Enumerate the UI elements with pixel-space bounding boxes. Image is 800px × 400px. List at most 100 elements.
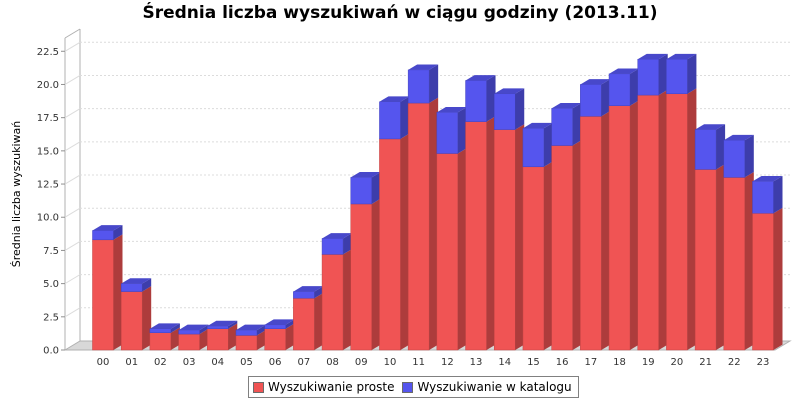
bar-katalog-22 bbox=[723, 139, 746, 178]
bar-katalog-21 bbox=[694, 129, 717, 170]
bar-katalog-12 bbox=[436, 112, 459, 154]
y-tick-label: 20.0 bbox=[37, 80, 59, 91]
bar-side-katalog-12 bbox=[457, 106, 467, 154]
bar-side-proste-19 bbox=[658, 89, 668, 350]
bar-side-proste-23 bbox=[773, 207, 783, 350]
bar-side-proste-14 bbox=[515, 124, 525, 350]
bar-top-16 bbox=[551, 102, 582, 109]
bar-proste-15 bbox=[522, 166, 545, 351]
x-tick-label-12: 12 bbox=[441, 357, 454, 368]
bar-top-15 bbox=[522, 122, 553, 129]
gridline-diagonal bbox=[64, 141, 81, 152]
bar-side-proste-02 bbox=[170, 327, 180, 350]
bar-top-09 bbox=[350, 172, 381, 178]
bar-top-20 bbox=[666, 53, 697, 60]
x-tick-label-05: 05 bbox=[240, 357, 253, 368]
bar-katalog-13 bbox=[465, 80, 487, 122]
bar-side-katalog-08 bbox=[343, 233, 353, 255]
bar-proste-16 bbox=[551, 145, 573, 351]
gridline-diagonal bbox=[64, 174, 81, 185]
bar-top-14 bbox=[494, 88, 525, 94]
bar-side-proste-00 bbox=[113, 234, 123, 350]
x-tick-label-08: 08 bbox=[326, 357, 339, 368]
bar-side-katalog-13 bbox=[486, 75, 496, 122]
bar-proste-10 bbox=[379, 138, 401, 351]
bar-side-proste-06 bbox=[285, 323, 295, 350]
bar-top-02 bbox=[149, 323, 180, 329]
bar-katalog-15 bbox=[522, 128, 545, 168]
y-tick-label: 15.0 bbox=[37, 146, 59, 157]
bar-katalog-05 bbox=[235, 329, 258, 336]
bar-katalog-04 bbox=[207, 325, 229, 330]
bar-top-18 bbox=[609, 68, 640, 74]
gridline-diagonal bbox=[64, 207, 81, 218]
x-tick-label-17: 17 bbox=[584, 357, 597, 368]
bar-proste-08 bbox=[321, 254, 344, 351]
x-tick-label-06: 06 bbox=[269, 357, 282, 368]
gridline-diagonal bbox=[64, 41, 81, 52]
x-tick-label-15: 15 bbox=[527, 357, 540, 368]
bar-side-katalog-23 bbox=[773, 175, 783, 214]
x-tick-label-20: 20 bbox=[671, 357, 684, 368]
x-tick-label-19: 19 bbox=[642, 357, 655, 368]
bar-side-katalog-06 bbox=[285, 319, 295, 329]
bar-side-proste-04 bbox=[228, 323, 238, 350]
x-tick-label-23: 23 bbox=[757, 357, 770, 368]
bar-proste-04 bbox=[207, 328, 229, 351]
legend-item-series-1: Wyszukiwanie proste bbox=[253, 380, 394, 394]
plot-top-corner-edge bbox=[64, 28, 81, 39]
bar-side-proste-01 bbox=[142, 286, 152, 350]
bar-top-21 bbox=[695, 124, 726, 130]
bar-side-katalog-07 bbox=[314, 286, 324, 299]
legend-swatch-series-1 bbox=[253, 381, 264, 393]
bar-side-proste-16 bbox=[572, 140, 582, 350]
bar-katalog-00 bbox=[92, 230, 114, 241]
bar-side-katalog-18 bbox=[630, 68, 640, 106]
bar-side-proste-10 bbox=[400, 133, 410, 350]
bar-top-07 bbox=[293, 286, 324, 292]
bar-side-katalog-05 bbox=[256, 324, 266, 336]
bar-top-03 bbox=[178, 324, 209, 331]
x-tick-label-07: 07 bbox=[298, 357, 311, 368]
bar-katalog-20 bbox=[666, 58, 688, 95]
bar-side-proste-20 bbox=[687, 88, 697, 351]
legend-label-series-2: Wyszukiwanie w katalogu bbox=[417, 380, 572, 394]
bar-proste-05 bbox=[235, 335, 258, 351]
bar-top-06 bbox=[264, 319, 295, 325]
legend-label-series-1: Wyszukiwanie proste bbox=[268, 380, 395, 394]
legend-item-series-2: Wyszukiwanie w katalogu bbox=[402, 380, 572, 394]
legend-swatch-series-2 bbox=[402, 381, 414, 393]
y-tick-label: 22.5 bbox=[37, 47, 59, 58]
bar-side-proste-15 bbox=[543, 161, 553, 350]
bar-side-katalog-20 bbox=[687, 53, 697, 94]
bar-side-katalog-00 bbox=[113, 225, 123, 240]
bar-top-13 bbox=[465, 75, 496, 81]
bar-proste-11 bbox=[407, 102, 430, 351]
bar-side-proste-18 bbox=[630, 100, 640, 350]
bar-side-proste-07 bbox=[314, 292, 324, 350]
x-tick-label-04: 04 bbox=[211, 357, 224, 368]
bar-top-11 bbox=[408, 64, 439, 70]
bar-side-katalog-22 bbox=[744, 134, 754, 178]
gridline-diagonal bbox=[64, 274, 81, 285]
bar-katalog-01 bbox=[120, 283, 143, 292]
bar-proste-20 bbox=[666, 93, 688, 351]
bar-side-proste-09 bbox=[371, 198, 381, 350]
x-tick-label-09: 09 bbox=[355, 357, 368, 368]
bar-proste-21 bbox=[694, 169, 717, 351]
x-tick-label-14: 14 bbox=[498, 357, 511, 368]
bar-katalog-08 bbox=[321, 238, 344, 255]
bar-side-proste-12 bbox=[457, 148, 467, 350]
x-tick-label-01: 01 bbox=[125, 357, 138, 368]
bar-katalog-18 bbox=[608, 73, 631, 106]
bar-top-17 bbox=[580, 79, 611, 85]
bar-katalog-19 bbox=[637, 58, 659, 96]
bar-side-katalog-03 bbox=[199, 324, 209, 335]
bar-katalog-07 bbox=[293, 291, 315, 299]
bar-proste-01 bbox=[120, 291, 143, 351]
bar-proste-12 bbox=[436, 153, 459, 351]
bar-katalog-03 bbox=[178, 329, 200, 335]
gridline-diagonal bbox=[64, 307, 81, 318]
bar-katalog-06 bbox=[264, 324, 286, 330]
